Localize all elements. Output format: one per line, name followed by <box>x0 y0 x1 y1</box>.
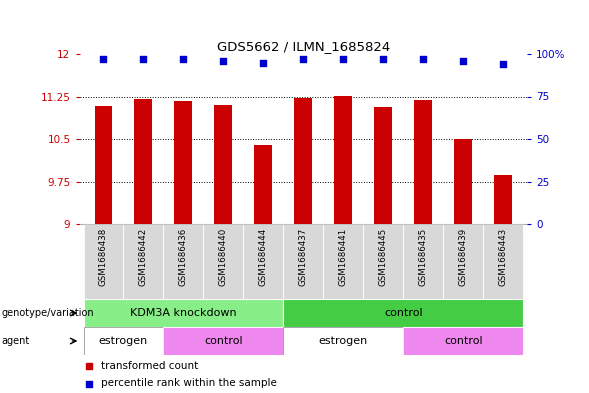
Text: GSM1686441: GSM1686441 <box>339 228 348 286</box>
Bar <box>214 105 233 224</box>
Text: GSM1686435: GSM1686435 <box>419 228 428 286</box>
Text: GSM1686445: GSM1686445 <box>379 228 388 286</box>
Bar <box>283 224 323 299</box>
Text: percentile rank within the sample: percentile rank within the sample <box>101 378 277 389</box>
Title: GDS5662 / ILMN_1685824: GDS5662 / ILMN_1685824 <box>217 40 390 53</box>
Bar <box>483 224 523 299</box>
Text: estrogen: estrogen <box>99 336 148 346</box>
Bar <box>294 98 312 224</box>
Bar <box>414 101 432 224</box>
Bar <box>84 327 163 355</box>
Text: GSM1686436: GSM1686436 <box>179 228 188 286</box>
Bar <box>454 139 472 224</box>
Bar <box>163 224 203 299</box>
Bar <box>335 96 352 224</box>
Text: GSM1686437: GSM1686437 <box>299 228 308 286</box>
Text: GSM1686439: GSM1686439 <box>459 228 468 286</box>
Point <box>85 380 94 387</box>
Text: control: control <box>204 336 243 346</box>
Point <box>419 56 428 62</box>
Text: GSM1686443: GSM1686443 <box>499 228 508 286</box>
Point <box>498 61 508 67</box>
Text: agent: agent <box>1 336 29 346</box>
Point <box>339 56 348 62</box>
Text: GSM1686444: GSM1686444 <box>259 228 268 286</box>
Bar <box>283 327 403 355</box>
Point <box>139 56 148 62</box>
Text: GSM1686442: GSM1686442 <box>139 228 148 286</box>
Bar <box>403 224 443 299</box>
Text: transformed count: transformed count <box>101 361 198 371</box>
Bar <box>84 224 124 299</box>
Point <box>259 59 268 66</box>
Point <box>99 56 108 62</box>
Point <box>178 56 188 62</box>
Bar <box>124 224 163 299</box>
Text: control: control <box>444 336 482 346</box>
Point <box>458 58 468 64</box>
Bar <box>163 327 283 355</box>
Bar <box>283 299 523 327</box>
Text: genotype/variation: genotype/variation <box>1 308 94 318</box>
Text: estrogen: estrogen <box>319 336 368 346</box>
Bar <box>443 224 483 299</box>
Text: GSM1686440: GSM1686440 <box>219 228 228 286</box>
Bar <box>134 99 153 224</box>
Text: GSM1686438: GSM1686438 <box>99 228 108 286</box>
Point <box>85 362 94 369</box>
Bar <box>403 327 523 355</box>
Bar <box>94 106 112 224</box>
Bar <box>254 145 272 224</box>
Bar <box>374 107 392 224</box>
Point <box>219 58 228 64</box>
Bar <box>203 224 243 299</box>
Bar <box>363 224 403 299</box>
Point <box>299 56 308 62</box>
Point <box>379 56 388 62</box>
Text: KDM3A knockdown: KDM3A knockdown <box>130 308 237 318</box>
Text: control: control <box>384 308 422 318</box>
Bar <box>84 299 283 327</box>
Bar <box>323 224 363 299</box>
Bar <box>494 175 512 224</box>
Bar <box>243 224 283 299</box>
Bar <box>174 101 193 224</box>
